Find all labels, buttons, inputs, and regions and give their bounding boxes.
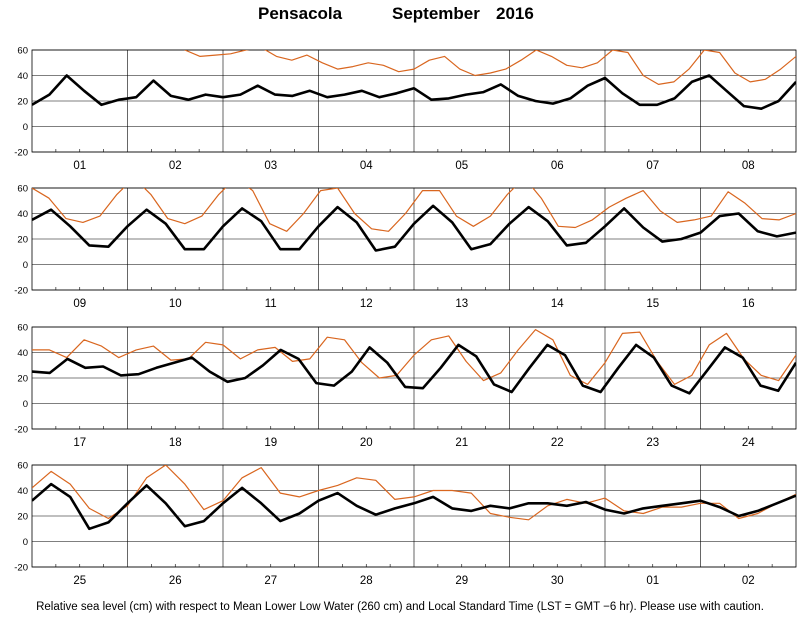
- day-label: 27: [264, 575, 277, 587]
- y-tick-label: 40: [17, 209, 28, 220]
- panel-frame: [31, 464, 797, 568]
- day-label: 01: [73, 160, 86, 172]
- y-tick-label: 20: [17, 97, 28, 108]
- predicted-line: [32, 482, 796, 531]
- day-label: 03: [264, 160, 277, 172]
- observed-line: [32, 188, 796, 232]
- predicted-line: [32, 204, 796, 252]
- day-label: 11: [265, 298, 277, 310]
- title-month: September: [392, 4, 480, 23]
- day-label: 10: [169, 298, 182, 310]
- day-label: 05: [455, 160, 468, 172]
- y-tick-label: 40: [17, 486, 28, 497]
- y-tick-label: -20: [14, 563, 28, 574]
- day-label: 23: [646, 437, 659, 449]
- day-label: 06: [551, 160, 564, 172]
- title-place: Pensacola: [258, 4, 343, 23]
- panel-frame: [31, 49, 797, 153]
- observed-line: [32, 329, 796, 385]
- day-label: 30: [551, 575, 564, 587]
- y-tick-label: 60: [17, 184, 28, 195]
- day-label: 20: [360, 437, 373, 449]
- day-label: 29: [455, 575, 468, 587]
- day-label: 21: [455, 437, 468, 449]
- day-label: 28: [360, 575, 373, 587]
- y-tick-label: 60: [17, 46, 28, 57]
- day-label: 13: [455, 298, 468, 310]
- predicted-line: [32, 343, 796, 395]
- y-tick-label: 20: [17, 374, 28, 385]
- panel-frame: [31, 187, 797, 291]
- y-tick-label: 20: [17, 512, 28, 523]
- day-label: 09: [73, 298, 86, 310]
- y-tick-label: -20: [14, 286, 28, 297]
- chart-title: Pensacola September 2016: [0, 4, 800, 26]
- y-tick-label: 0: [23, 260, 28, 271]
- y-tick-label: 40: [17, 71, 28, 82]
- observed-line: [184, 50, 796, 85]
- day-label: 08: [742, 160, 755, 172]
- day-label: 25: [73, 575, 86, 587]
- footer-note: Relative sea level (cm) with respect to …: [36, 601, 764, 613]
- day-label: 18: [169, 437, 182, 449]
- y-tick-label: 0: [23, 122, 28, 133]
- y-tick-label: 0: [23, 399, 28, 410]
- y-tick-label: -20: [14, 148, 28, 159]
- day-label: 14: [551, 298, 564, 310]
- day-label: 04: [360, 160, 373, 172]
- y-tick-label: 0: [23, 537, 28, 548]
- y-tick-label: -20: [14, 425, 28, 436]
- panel-frame: [31, 326, 797, 430]
- day-label: 12: [360, 298, 373, 310]
- predicted-line: [32, 74, 796, 110]
- observed-line: [32, 465, 796, 521]
- day-label: 02: [742, 575, 755, 587]
- day-label: 26: [169, 575, 182, 587]
- day-label: 01: [646, 575, 659, 587]
- day-label: 17: [73, 437, 86, 449]
- day-label: 15: [646, 298, 659, 310]
- day-label: 22: [551, 437, 564, 449]
- y-tick-label: 60: [17, 323, 28, 334]
- day-label: 16: [742, 298, 755, 310]
- day-label: 02: [169, 160, 182, 172]
- y-tick-label: 20: [17, 235, 28, 246]
- y-tick-label: 60: [17, 461, 28, 472]
- day-label: 19: [264, 437, 277, 449]
- day-label: 24: [742, 437, 755, 449]
- y-tick-label: 40: [17, 348, 28, 359]
- title-year: 2016: [496, 4, 534, 23]
- day-label: 07: [646, 160, 659, 172]
